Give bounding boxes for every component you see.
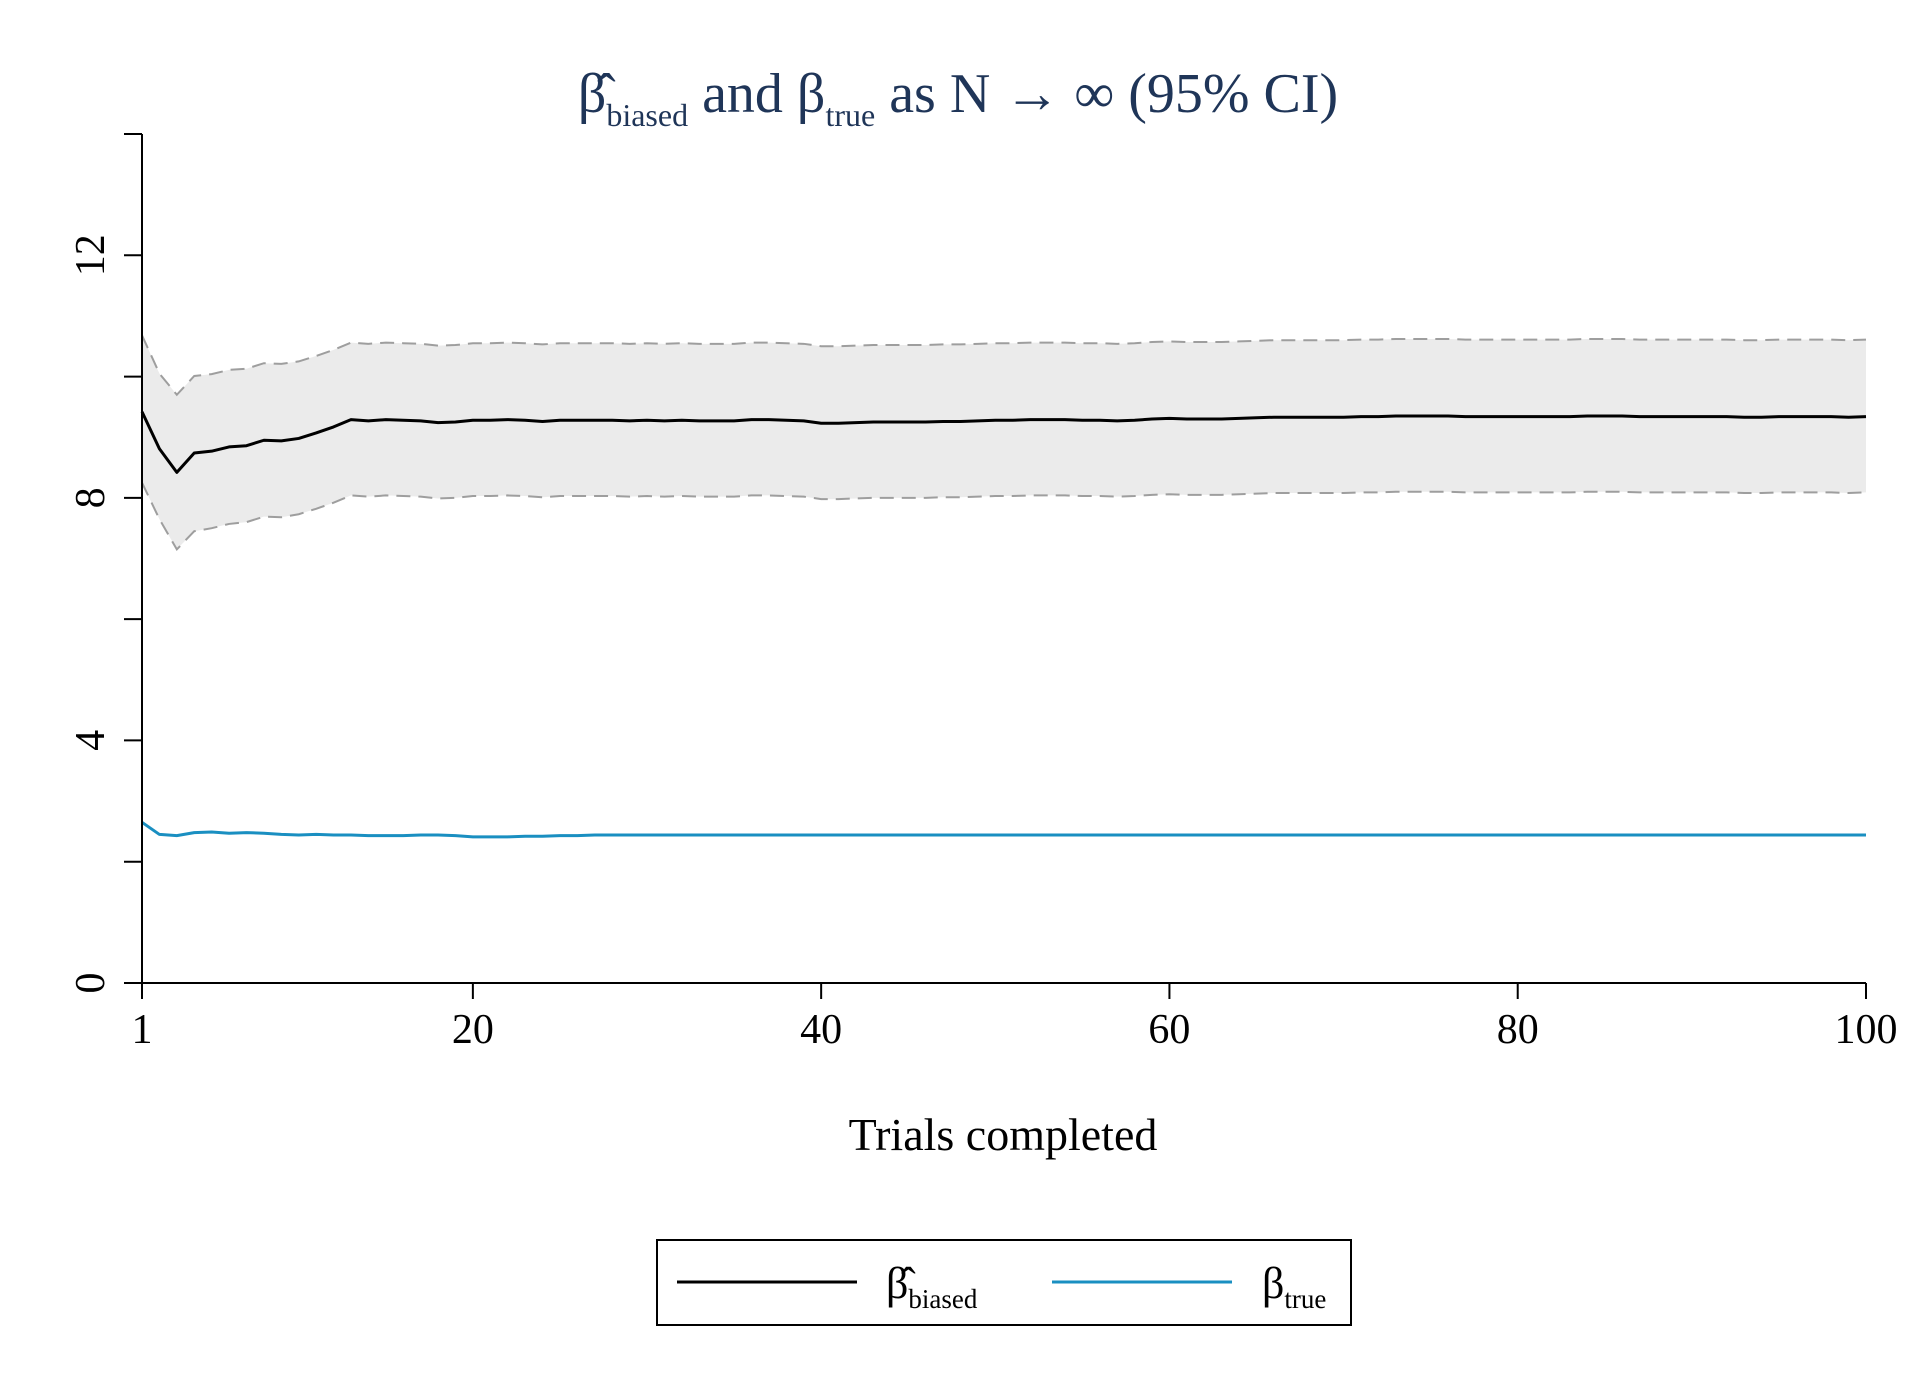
x-tick-label: 40 (800, 1007, 842, 1053)
legend-label-true: βtrue (1262, 1259, 1326, 1314)
ci-upper-line (141, 334, 1867, 397)
x-tick-label: 60 (1148, 1007, 1190, 1053)
y-tick-label: 4 (68, 730, 114, 751)
title-subscript-true: true (825, 97, 875, 133)
ci-lower-line (141, 482, 1867, 552)
legend: β̂biased βtrue (656, 1239, 1352, 1326)
axes-layer: 0 4 8 12 1 20 40 60 80 100 (68, 133, 1898, 1053)
series-layer (140, 411, 1867, 839)
x-tick-label: 20 (452, 1007, 494, 1053)
y-tick-label: 8 (68, 487, 114, 508)
series-line-true (141, 821, 1866, 839)
legend-label-biased: β̂biased (886, 1259, 978, 1314)
y-tick-label: 0 (68, 973, 114, 994)
title-rest: as N → ∞ (95% CI) (875, 63, 1338, 125)
y-tick-label: 12 (68, 234, 114, 276)
x-tick-label: 100 (1835, 1007, 1898, 1053)
x-axis-label: Trials completed (849, 1109, 1158, 1160)
series-line-biased (140, 411, 1867, 474)
confidence-band-layer (141, 334, 1867, 552)
title-and-beta: and β (688, 63, 825, 125)
ci-band (142, 335, 1866, 550)
title-subscript-biased: biased (606, 97, 688, 133)
x-tick-label: 80 (1497, 1007, 1539, 1053)
legend-biased-subscript: biased (908, 1284, 977, 1314)
x-tick-label: 1 (132, 1007, 153, 1053)
legend-true-subscript: true (1284, 1284, 1326, 1314)
legend-true-symbol: β (1262, 1259, 1284, 1308)
chart-title: β̂biased and βtrue as N → ∞ (95% CI) (578, 63, 1338, 133)
